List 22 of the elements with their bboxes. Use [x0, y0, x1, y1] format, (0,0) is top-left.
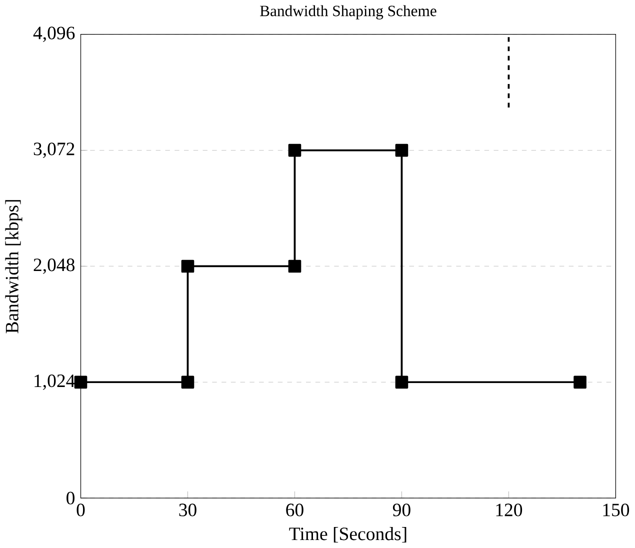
- chart-title: Bandwidth Shaping Scheme: [260, 5, 436, 20]
- point: [181, 260, 194, 273]
- point: [74, 376, 88, 389]
- x-axis-title: Time [Seconds]: [289, 527, 406, 543]
- point: [574, 376, 586, 389]
- y-tick-label: 0: [66, 492, 74, 505]
- x-tick-label: 30: [179, 504, 196, 516]
- x-tick-label: 0: [76, 504, 85, 516]
- point: [288, 144, 302, 157]
- y-tick-label: 1,024: [34, 374, 75, 390]
- point: [395, 144, 408, 157]
- y-axis-title: Bandwidth [kbps]: [5, 200, 22, 334]
- y-tick-label: 4,096: [33, 26, 75, 42]
- x-tick-label: 150: [603, 504, 630, 516]
- point: [395, 376, 408, 389]
- x-tick-label: 90: [392, 504, 410, 516]
- y-tick-label: 3,072: [34, 142, 74, 158]
- x-tick-label: 60: [286, 504, 304, 516]
- point: [181, 376, 194, 389]
- x-tick-label: 120: [496, 504, 522, 516]
- point: [288, 260, 302, 273]
- y-tick-label: 2,048: [34, 258, 74, 274]
